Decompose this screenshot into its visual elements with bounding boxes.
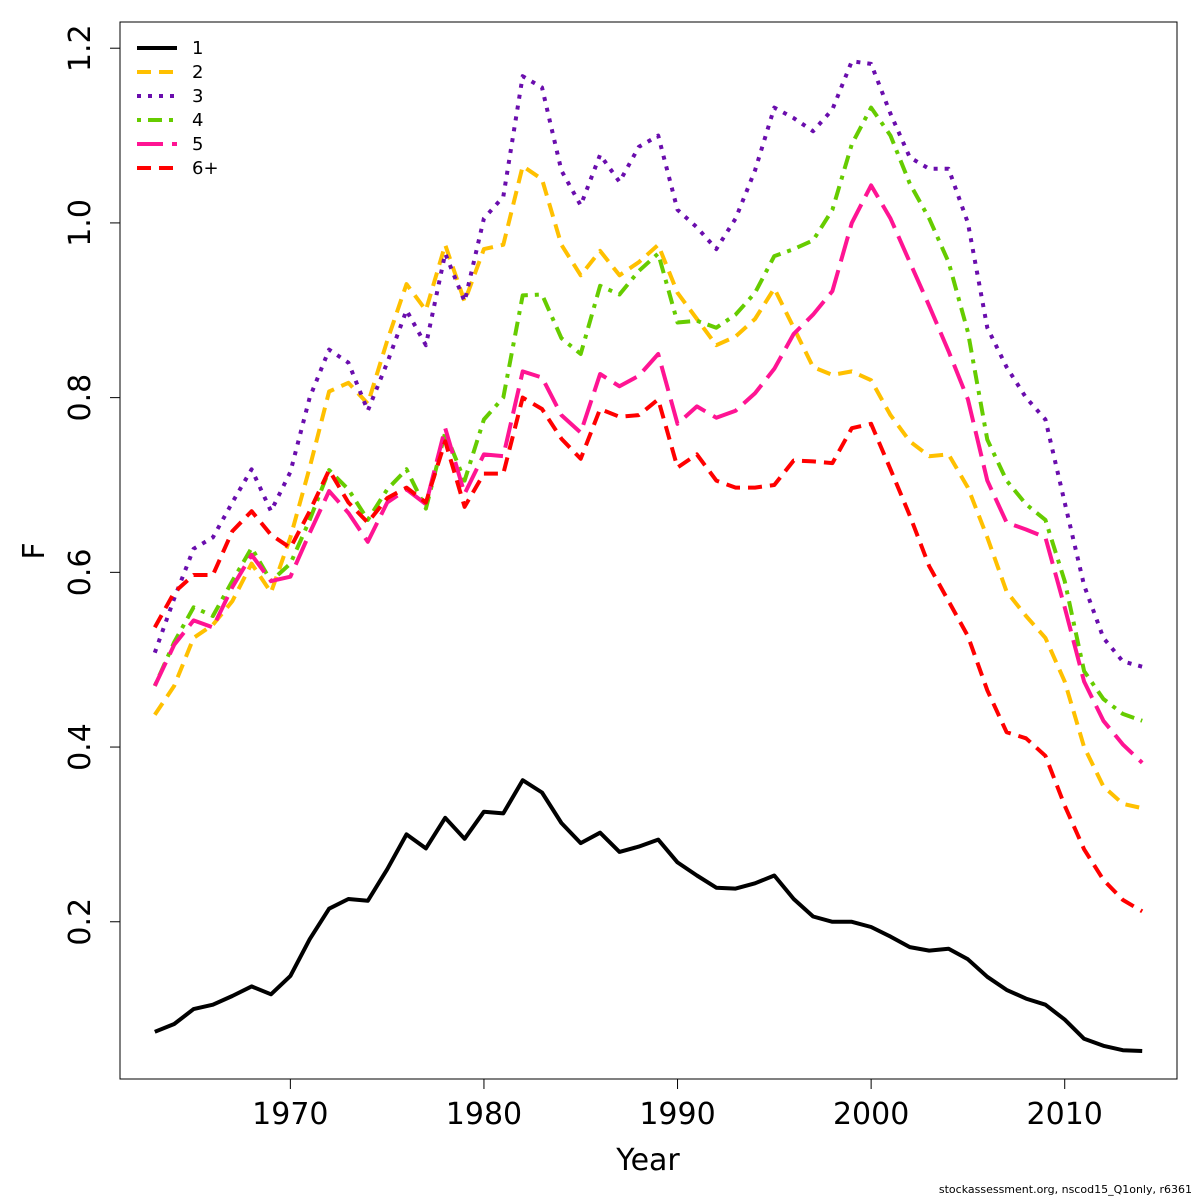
credit-text: stockassessment.org, nscod15_Q1only, r63… (938, 1183, 1192, 1196)
x-tick-label: 2000 (833, 1097, 909, 1132)
y-tick-label: 1.2 (63, 24, 98, 72)
legend: 1 2 3 4 5 6+ (137, 38, 219, 179)
legend-label: 1 (192, 38, 203, 59)
y-tick-label: 1.0 (63, 199, 98, 247)
y-axis: 0.2 0.4 0.6 0.8 1.0 1.2 (63, 24, 121, 946)
legend-label: 3 (192, 86, 203, 107)
x-tick-label: 1970 (252, 1097, 328, 1132)
series-line-3 (152, 59, 1143, 669)
series-line-6plus (153, 395, 1144, 914)
series-line-1 (154, 778, 1143, 1053)
x-axis: 1970 1980 1990 2000 2010 (252, 1078, 1103, 1132)
series-line-2 (153, 164, 1143, 811)
series-line-5 (152, 183, 1144, 765)
y-tick-label: 0.6 (63, 548, 98, 596)
x-tick-label: 1990 (639, 1097, 715, 1132)
legend-label: 4 (192, 110, 203, 131)
series-layer (152, 59, 1144, 1053)
legend-label: 2 (192, 62, 203, 83)
series-line-4 (152, 105, 1143, 723)
y-tick-label: 0.8 (63, 374, 98, 422)
legend-label: 5 (192, 134, 203, 155)
legend-label: 6+ (192, 158, 219, 179)
x-tick-label: 1980 (446, 1097, 522, 1132)
x-tick-label: 2010 (1027, 1097, 1103, 1132)
y-tick-label: 0.4 (63, 723, 98, 771)
plot-frame (119, 21, 1178, 1080)
y-tick-label: 0.2 (63, 898, 98, 946)
x-axis-title: Year (615, 1143, 680, 1178)
y-axis-title: F (17, 542, 52, 559)
